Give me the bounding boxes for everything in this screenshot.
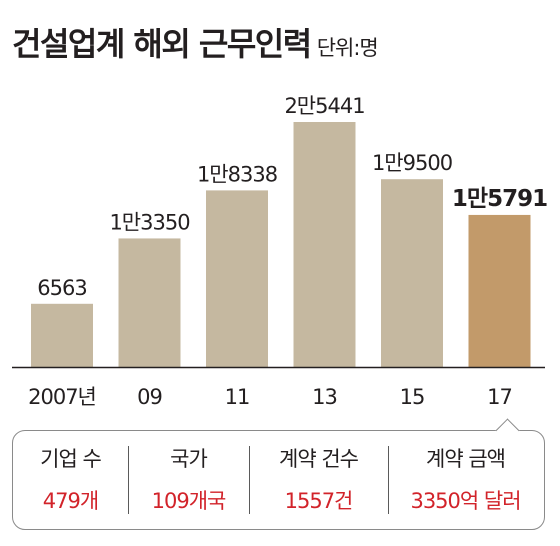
bar: [118, 238, 181, 367]
chart-title: 건설업계 해외 근무인력 단위:명: [12, 24, 379, 68]
x-tick-label: 13: [312, 385, 337, 409]
bar: [31, 303, 93, 367]
bar: [206, 190, 268, 367]
bar: [381, 179, 443, 367]
bar: [468, 214, 531, 367]
data-label: 6563: [37, 276, 86, 300]
data-label: 1만5791: [452, 186, 547, 212]
data-label: 2만5441: [284, 94, 364, 118]
stat-contract-amount: 계약 금액 3350억 달러: [388, 431, 543, 529]
bar: [293, 122, 356, 367]
stat-label: 국가: [170, 447, 208, 471]
stat-value: 479개: [42, 489, 99, 513]
stat-companies: 기업 수 479개: [13, 431, 128, 529]
x-tick-label: 2007년: [28, 385, 96, 409]
x-tick-label: 11: [225, 385, 250, 409]
data-label: 1만3350: [109, 210, 189, 234]
x-tick-label: 17: [487, 385, 512, 409]
stat-contracts: 계약 건수 1557건: [249, 431, 388, 529]
stat-countries: 국가 109개국: [128, 431, 249, 529]
stat-value: 109개국: [151, 489, 227, 513]
unit-label: 단위:명: [316, 36, 379, 60]
summary-box: 기업 수 479개 국가 109개국 계약 건수 1557건 계약 금액 335…: [12, 418, 545, 530]
stat-label: 계약 건수: [279, 447, 359, 471]
x-tick-label: 09: [137, 385, 162, 409]
stat-label: 계약 금액: [426, 447, 506, 471]
stat-value: 3350억 달러: [410, 489, 521, 513]
data-label: 1만9500: [372, 151, 452, 175]
chart-title-text: 건설업계 해외 근무인력: [12, 25, 312, 63]
stat-value: 1557건: [284, 489, 354, 513]
data-label: 1만8338: [197, 162, 277, 186]
stat-label: 기업 수: [40, 447, 102, 471]
x-tick-label: 15: [400, 385, 425, 409]
bar-chart: 65632007년1만3350091만8338112만5441131만95001…: [12, 94, 548, 409]
summary-columns: 기업 수 479개 국가 109개국 계약 건수 1557건 계약 금액 335…: [13, 431, 544, 529]
